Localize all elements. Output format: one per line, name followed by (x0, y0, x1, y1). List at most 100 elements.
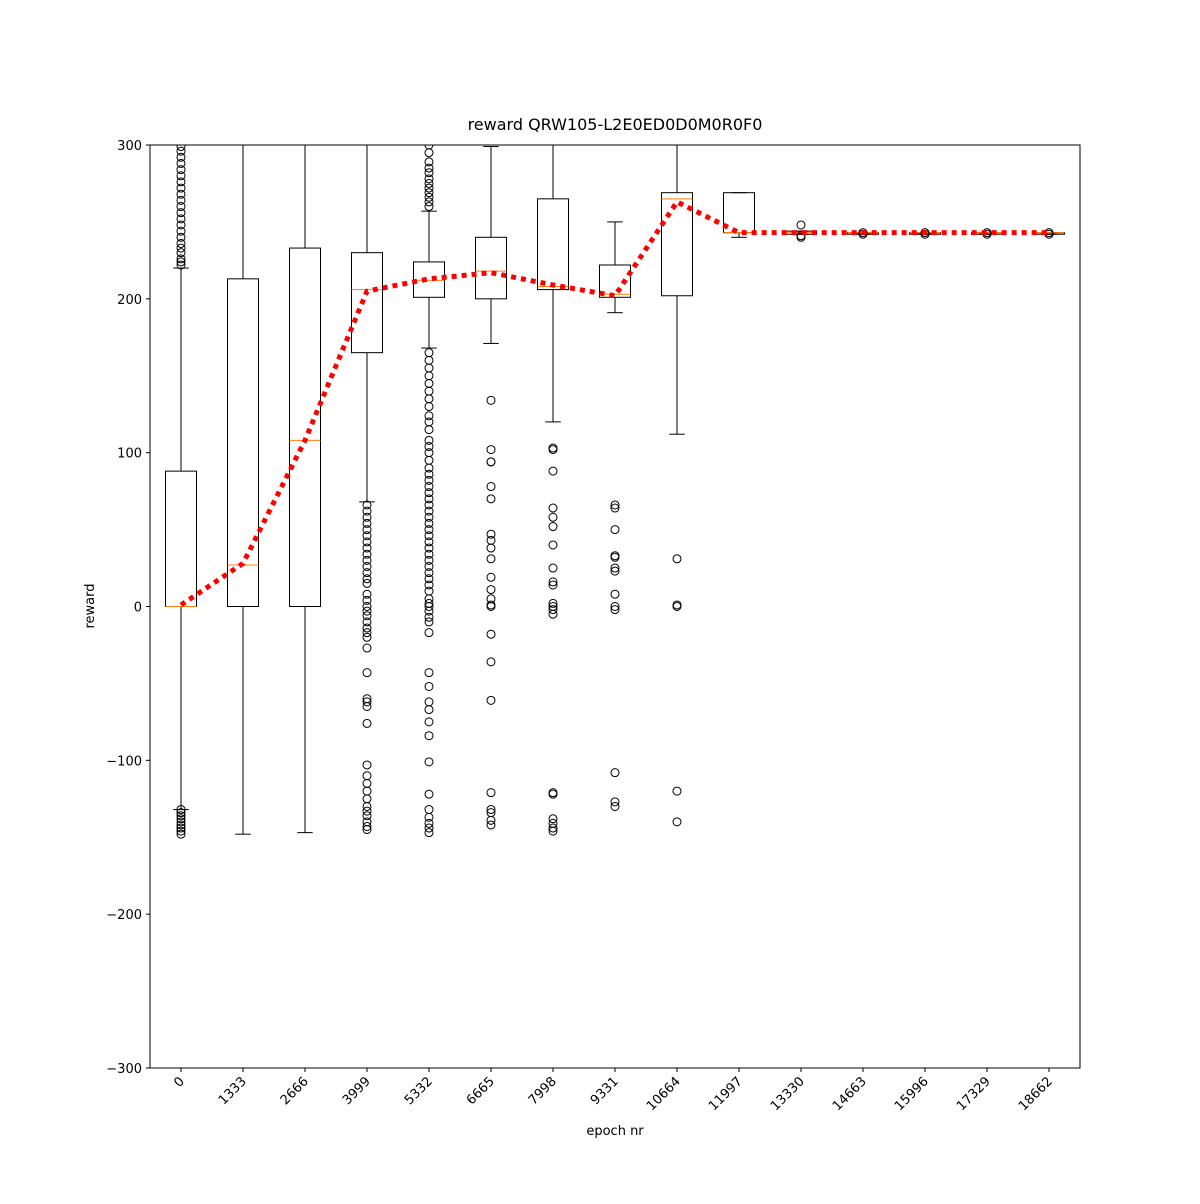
outlier (424, 555, 434, 565)
outlier (424, 562, 434, 572)
outlier (424, 192, 434, 202)
outlier (176, 814, 186, 824)
outlier (362, 562, 372, 572)
outlier (424, 812, 434, 822)
outlier (424, 442, 434, 452)
outlier (424, 435, 434, 445)
outlier (672, 817, 682, 827)
outlier (424, 157, 434, 167)
outlier (486, 543, 496, 553)
box (227, 278, 259, 607)
outlier (362, 549, 372, 559)
outlier (424, 757, 434, 767)
outlier (424, 549, 434, 559)
outlier (362, 543, 372, 553)
outlier (610, 589, 620, 599)
outlier (362, 512, 372, 522)
outlier (362, 821, 372, 831)
outlier (176, 183, 186, 193)
outlier (424, 506, 434, 516)
outlier (486, 482, 496, 492)
outlier (176, 260, 186, 270)
outlier (362, 701, 372, 711)
outlier (548, 580, 558, 590)
outlier (176, 811, 186, 821)
outlier (424, 469, 434, 479)
outlier (362, 628, 372, 638)
outlier (176, 214, 186, 224)
outlier (424, 823, 434, 833)
outlier (548, 563, 558, 573)
outlier (424, 475, 434, 485)
outlier (362, 602, 372, 611)
outlier (424, 537, 434, 547)
outlier (176, 817, 186, 827)
outlier (672, 786, 682, 796)
outlier (424, 789, 434, 799)
outlier (486, 585, 496, 595)
outlier (362, 589, 372, 599)
outlier (362, 632, 372, 642)
outlier (362, 578, 372, 588)
outlier (424, 500, 434, 510)
outlier (548, 577, 558, 587)
x-axis-label: epoch nr (586, 1124, 644, 1139)
outlier (548, 823, 558, 833)
outlier (486, 820, 496, 830)
box (661, 192, 693, 297)
outlier (796, 220, 806, 230)
outlier (424, 731, 434, 741)
outlier (548, 540, 558, 550)
outlier (424, 668, 434, 678)
outlier (424, 494, 434, 504)
y-tick-label: 100 (117, 447, 142, 462)
outlier (610, 605, 620, 615)
outlier (548, 789, 558, 799)
outlier (486, 445, 496, 455)
outlier (610, 552, 620, 562)
y-tick-label: −300 (106, 1062, 142, 1077)
outlier (362, 623, 372, 633)
outlier (362, 531, 372, 541)
outlier (548, 605, 558, 615)
outlier (486, 815, 496, 825)
outlier (424, 518, 434, 528)
outlier (610, 797, 620, 807)
outlier (424, 606, 434, 616)
outlier (362, 537, 372, 547)
outlier (424, 425, 434, 435)
y-tick-label: 200 (117, 293, 142, 308)
outlier (424, 543, 434, 553)
box (289, 247, 321, 607)
outlier (548, 522, 558, 532)
outlier (424, 174, 434, 184)
outlier (424, 482, 434, 492)
outlier (424, 512, 434, 522)
outlier (486, 395, 496, 405)
outlier (362, 525, 372, 535)
outlier (424, 202, 434, 212)
outlier (424, 168, 434, 178)
box (599, 264, 631, 298)
outlier (424, 612, 434, 622)
outlier (176, 195, 186, 205)
box (475, 236, 507, 300)
box (537, 198, 569, 291)
outlier (176, 152, 186, 162)
outlier (362, 801, 372, 811)
outlier (610, 525, 620, 535)
y-axis-label: reward (83, 583, 98, 628)
outlier (424, 183, 434, 193)
outlier (176, 823, 186, 833)
outlier (486, 602, 496, 611)
y-tick-label: 0 (134, 601, 142, 616)
outlier (424, 828, 434, 838)
outlier (548, 466, 558, 476)
outlier (610, 602, 620, 611)
outlier (858, 228, 868, 238)
y-tick-label: −200 (106, 908, 142, 923)
outlier (362, 568, 372, 578)
y-tick-label: 300 (117, 139, 142, 154)
